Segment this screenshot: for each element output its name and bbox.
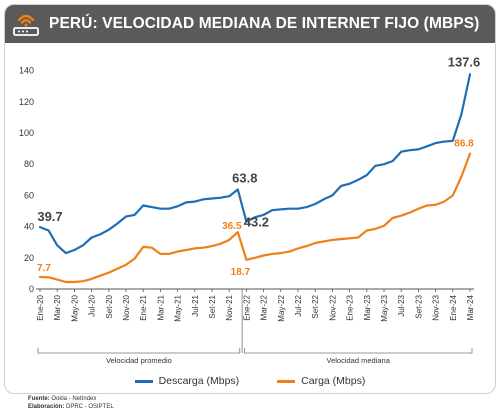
data-label: 36.5 bbox=[222, 221, 242, 232]
x-tick-label: Mar-21 bbox=[156, 294, 165, 320]
data-label: 39.7 bbox=[37, 209, 62, 224]
data-label: 7.7 bbox=[37, 263, 51, 274]
x-tick-label: May-22 bbox=[277, 294, 286, 321]
data-label: 63.8 bbox=[232, 170, 257, 185]
source-line: Fuente: Ookla - NetIndex bbox=[28, 396, 114, 404]
x-tick-label: Mar-22 bbox=[260, 294, 269, 320]
period-bracket bbox=[244, 348, 473, 354]
y-tick-label: 80 bbox=[24, 159, 34, 169]
chart-card: PERÚ: VELOCIDAD MEDIANA DE INTERNET FIJO… bbox=[4, 4, 496, 394]
descarga-series-line bbox=[38, 73, 472, 255]
x-tick-label: Nov-20 bbox=[122, 294, 131, 320]
data-label: 137.6 bbox=[448, 54, 481, 69]
footer: Fuente: Ookla - NetIndex Elaboración: DP… bbox=[28, 396, 114, 411]
y-tick-label: 120 bbox=[19, 97, 34, 107]
wifi-router-icon bbox=[13, 14, 39, 36]
period-label: Velocidad mediana bbox=[327, 356, 391, 365]
legend-item-descarga: Descarga (Mbps) bbox=[134, 375, 240, 387]
period-bracket bbox=[37, 348, 241, 354]
x-tick-label: Jul-23 bbox=[397, 294, 406, 316]
y-tick-label: 60 bbox=[24, 190, 34, 200]
legend: Descarga (Mbps) Carga (Mbps) bbox=[0, 375, 500, 387]
x-tick-label: Mar-23 bbox=[363, 294, 372, 320]
x-tick-label: Set-22 bbox=[311, 294, 320, 318]
x-tick-label: Nov-22 bbox=[328, 294, 337, 320]
carga-series-line bbox=[38, 152, 472, 284]
x-tick-label: Nov-21 bbox=[225, 294, 234, 320]
x-tick-label: Set-23 bbox=[414, 294, 423, 318]
x-tick-label: Mar-20 bbox=[53, 294, 62, 320]
period-label: Velocidad promedio bbox=[106, 356, 172, 365]
prepared-label: Elaboración: bbox=[28, 403, 65, 410]
legend-label-descarga: Descarga (Mbps) bbox=[158, 375, 240, 387]
x-tick-label: Ene-22 bbox=[242, 294, 251, 320]
data-label: 18.7 bbox=[231, 267, 251, 278]
y-tick-label: 100 bbox=[19, 128, 34, 138]
title-bar: PERÚ: VELOCIDAD MEDIANA DE INTERNET FIJO… bbox=[5, 5, 495, 43]
source-text: Ookla - NetIndex bbox=[51, 396, 97, 402]
y-tick-label: 140 bbox=[19, 66, 34, 76]
x-tick-label: May-23 bbox=[380, 294, 389, 321]
x-tick-label: Jul-21 bbox=[191, 294, 200, 316]
y-tick-label: 40 bbox=[24, 222, 34, 232]
legend-swatch-descarga bbox=[134, 379, 153, 383]
x-tick-label: Set-20 bbox=[105, 294, 114, 318]
prepared-text: DPRC - OSIPTEL bbox=[66, 403, 114, 410]
data-label: 43.2 bbox=[244, 215, 269, 230]
x-tick-label: Ene-21 bbox=[139, 294, 148, 320]
y-tick-label: 20 bbox=[24, 253, 34, 263]
x-tick-label: Nov-23 bbox=[432, 294, 441, 320]
x-tick-label: Ene-20 bbox=[36, 294, 45, 320]
x-tick-label: Ene-23 bbox=[346, 294, 355, 320]
x-tick-label: Mar-24 bbox=[466, 294, 475, 320]
x-tick-label: Jul-22 bbox=[294, 294, 303, 316]
y-tick-label: 0 bbox=[29, 284, 34, 294]
source-label: Fuente: bbox=[28, 396, 50, 402]
chart-title: PERÚ: VELOCIDAD MEDIANA DE INTERNET FIJO… bbox=[49, 15, 480, 32]
x-tick-label: Ene-24 bbox=[449, 294, 458, 320]
prepared-line: Elaboración: DPRC - OSIPTEL bbox=[28, 404, 114, 411]
data-label: 86.8 bbox=[454, 139, 474, 150]
x-tick-label: May-21 bbox=[174, 294, 183, 321]
x-tick-label: May-20 bbox=[70, 294, 79, 321]
legend-item-carga: Carga (Mbps) bbox=[277, 375, 365, 387]
legend-swatch-carga bbox=[277, 379, 296, 383]
x-tick-label: Jul-20 bbox=[88, 294, 97, 316]
legend-label-carga: Carga (Mbps) bbox=[301, 375, 366, 387]
x-tick-label: Set-21 bbox=[208, 294, 217, 318]
